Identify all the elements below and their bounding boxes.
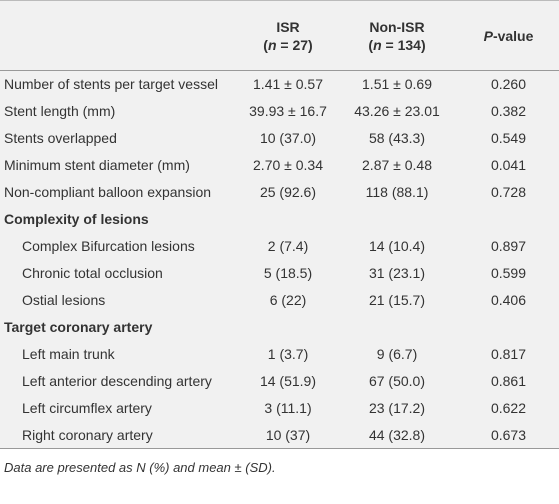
p-value-cell: 0.406: [490, 292, 527, 308]
non-isr-cell: 58 (43.3): [368, 130, 426, 146]
isr-cell: 39.93 ± 16.7: [249, 103, 327, 119]
data-row: Left main trunk 1 (3.7) 9 (6.7) 0.817: [0, 341, 559, 368]
section-heading: Target coronary artery: [4, 319, 153, 335]
row-label: Left anterior descending artery: [22, 373, 212, 389]
header-text: ISR: [276, 18, 300, 35]
section-row: Complexity of lesions: [0, 206, 559, 233]
table: ISR (n = 27) Non-ISR (n = 134) P-value Numbe…: [0, 0, 559, 449]
p-value-cell: 0.728: [490, 184, 527, 200]
p-value-cell: 0.861: [490, 373, 527, 389]
isr-cell: 10 (37.0): [259, 130, 317, 146]
data-row: Chronic total occlusion 5 (18.5) 31 (23.1)…: [0, 260, 559, 287]
p-value-cell: 0.382: [490, 103, 527, 119]
data-row: Stents overlapped 10 (37.0) 58 (43.3) 0.549: [0, 125, 559, 152]
data-row: Right coronary artery 10 (37) 44 (32.8) 0.6…: [0, 422, 559, 449]
row-label: Ostial lesions: [22, 292, 106, 308]
row-label: Chronic total occlusion: [22, 265, 163, 281]
header-cell: [0, 0, 240, 71]
row-label: Minimum stent diameter (mm): [4, 157, 190, 173]
header-text: = 27): [276, 36, 313, 53]
isr-cell: 1 (3.7): [267, 346, 309, 362]
header-text: P: [483, 27, 493, 44]
header-line: Non-ISR: [340, 18, 454, 36]
data-row: Ostial lesions 6 (22) 21 (15.7) 0.406: [0, 287, 559, 314]
header-text: = 134): [381, 36, 426, 53]
header-text: n: [267, 36, 277, 53]
isr-cell: 2.70 ± 0.34: [253, 157, 323, 173]
isr-cell: 5 (18.5): [263, 265, 313, 281]
data-row: Left circumflex artery 3 (11.1) 23 (17.2) 0…: [0, 395, 559, 422]
non-isr-cell: 67 (50.0): [368, 373, 426, 389]
non-isr-cell: 9 (6.7): [376, 346, 418, 362]
p-value-cell: 0.549: [490, 130, 527, 146]
row-label: Left circumflex artery: [22, 400, 152, 416]
row-label: Stent length (mm): [4, 103, 116, 119]
section-row: Target coronary artery: [0, 314, 559, 341]
p-value-cell: 0.622: [490, 400, 527, 416]
header-line: (n = 27): [244, 36, 332, 54]
non-isr-cell: 118 (88.1): [365, 184, 429, 200]
header-row: ISR (n = 27) Non-ISR (n = 134) P-value: [0, 0, 559, 71]
p-value-cell: 0.041: [490, 157, 527, 173]
p-value-cell: 0.817: [490, 346, 527, 362]
data-row: Complex Bifurcation lesions 2 (7.4) 14 (10…: [0, 233, 559, 260]
non-isr-cell: 14 (10.4): [368, 238, 426, 254]
data-row: Minimum stent diameter (mm) 2.70 ± 0.34 2.…: [0, 152, 559, 179]
row-label: Stents overlapped: [4, 130, 117, 146]
non-isr-cell: 44 (32.8): [368, 426, 426, 443]
header-text: -value: [492, 27, 534, 44]
data-row: Number of stents per target vessel 1.41 ±…: [0, 71, 559, 98]
header-line: (n = 134): [340, 36, 454, 54]
header-line: ISR: [244, 18, 332, 36]
footnote: Data are presented as N (%) and mean ± (…: [4, 460, 276, 475]
header-line: P-value: [462, 27, 555, 45]
non-isr-cell: 1.51 ± 0.69: [362, 76, 432, 93]
non-isr-cell: 31 (23.1): [368, 265, 426, 281]
p-value-cell: 0.599: [490, 265, 527, 281]
row-label: Non-compliant balloon expansion: [4, 184, 212, 200]
isr-cell: 14 (51.9): [259, 373, 317, 389]
non-isr-cell: 2.87 ± 0.48: [362, 157, 432, 173]
table-figure: ISR (n = 27) Non-ISR (n = 134) P-value Numbe…: [0, 0, 559, 475]
row-label: Number of stents per target vessel: [4, 76, 218, 93]
header-cell: Non-ISR (n = 134): [336, 0, 458, 71]
header-cell: P-value: [458, 0, 559, 71]
header-text: (: [368, 36, 374, 53]
non-isr-cell: 23 (17.2): [368, 400, 426, 416]
row-label: Left main trunk: [22, 346, 115, 362]
row-label: Right coronary artery: [22, 426, 153, 443]
isr-cell: 25 (92.6): [259, 184, 317, 200]
non-isr-cell: 21 (15.7): [368, 292, 426, 308]
isr-cell: 3 (11.1): [264, 400, 312, 416]
data-row: Left anterior descending artery 14 (51.9)…: [0, 368, 559, 395]
data-row: Non-compliant balloon expansion 25 (92.6)…: [0, 179, 559, 206]
row-label: Complex Bifurcation lesions: [22, 238, 195, 254]
isr-cell: 10 (37): [265, 426, 311, 443]
non-isr-cell: 43.26 ± 23.01: [354, 103, 440, 119]
header-cell: ISR (n = 27): [240, 0, 336, 71]
isr-cell: 2 (7.4): [267, 238, 309, 254]
header-text: Non-ISR: [369, 18, 425, 35]
p-value-cell: 0.897: [490, 238, 527, 254]
isr-cell: 1.41 ± 0.57: [253, 76, 323, 93]
header-text: (: [263, 36, 268, 53]
header-text: n: [373, 36, 382, 53]
p-value-cell: 0.673: [490, 426, 527, 443]
p-value-cell: 0.260: [490, 76, 527, 93]
isr-cell: 6 (22): [269, 292, 307, 308]
data-row: Stent length (mm) 39.93 ± 16.7 43.26 ± 23.…: [0, 98, 559, 125]
section-heading: Complexity of lesions: [4, 211, 149, 227]
